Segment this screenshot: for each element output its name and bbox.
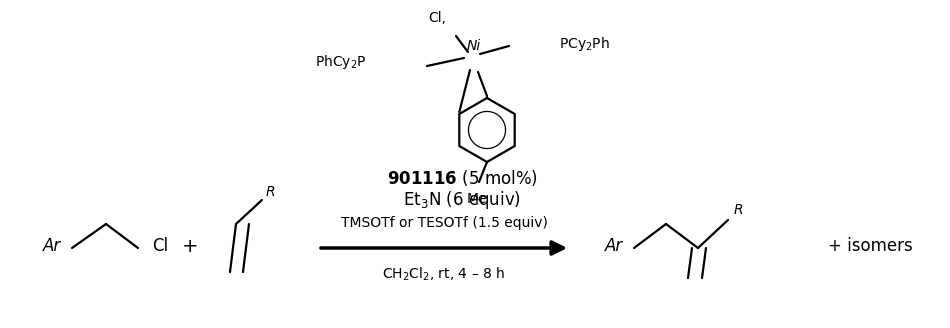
Text: R: R bbox=[265, 185, 275, 199]
Text: Ar: Ar bbox=[43, 237, 61, 255]
Text: Ar: Ar bbox=[605, 237, 623, 255]
Text: PhCy$_2$P: PhCy$_2$P bbox=[315, 53, 367, 71]
Text: $\bf{901116}$ (5 mol%): $\bf{901116}$ (5 mol%) bbox=[387, 168, 538, 188]
Text: PCy$_2$Ph: PCy$_2$Ph bbox=[559, 35, 610, 53]
Text: +: + bbox=[181, 236, 199, 256]
Text: Cl,: Cl, bbox=[428, 11, 446, 25]
Text: Et$_3$N (6 equiv): Et$_3$N (6 equiv) bbox=[403, 189, 521, 211]
Text: Me: Me bbox=[466, 192, 487, 206]
Text: + isomers: + isomers bbox=[827, 237, 912, 255]
Text: Cl: Cl bbox=[152, 237, 168, 255]
Text: Ni: Ni bbox=[466, 39, 481, 53]
Text: R: R bbox=[733, 203, 743, 217]
Text: CH$_2$Cl$_2$, rt, 4 – 8 h: CH$_2$Cl$_2$, rt, 4 – 8 h bbox=[382, 266, 505, 283]
Text: TMSOTf or TESOTf (1.5 equiv): TMSOTf or TESOTf (1.5 equiv) bbox=[340, 216, 547, 230]
